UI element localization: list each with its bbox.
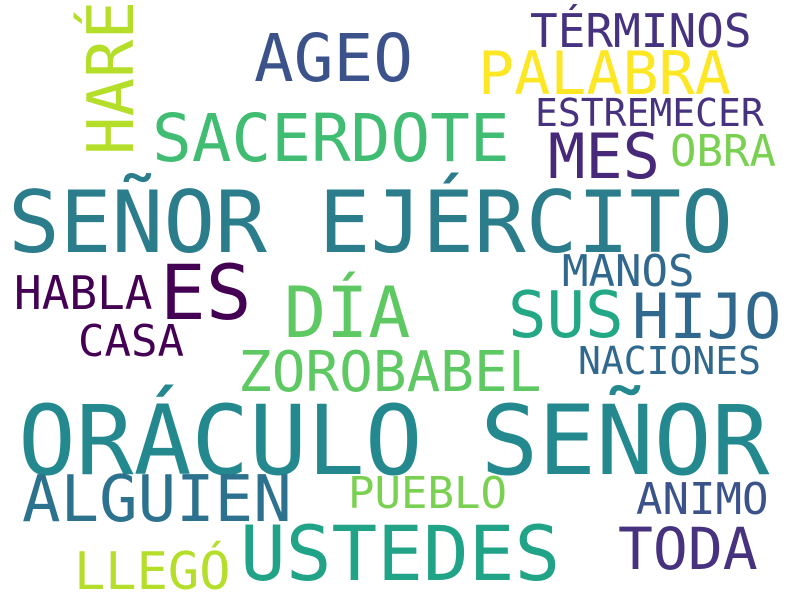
word-sus: SUS	[508, 279, 624, 353]
word-pueblo: PUEBLO	[348, 468, 507, 519]
word-ustedes: USTEDES	[240, 509, 561, 598]
word-toda: TODA	[618, 515, 758, 583]
word-senor-ejercito: SEÑOR EJÉRCITO	[8, 173, 733, 273]
word-llego: LLEGÓ	[74, 542, 231, 600]
word-naciones: NACIONES	[578, 339, 762, 383]
word-casa: CASA	[78, 316, 184, 367]
word-terminos: TÉRMINOS	[530, 4, 752, 58]
word-zorobabel: ZOROBABEL	[238, 340, 542, 405]
word-manos: MANOS	[562, 246, 695, 297]
word-hijo: HIJO	[632, 280, 782, 353]
word-ageo: AGEO	[254, 20, 413, 97]
word-es: ES	[160, 248, 252, 337]
word-dia: DÍA	[284, 272, 411, 354]
word-estremecer: ESTREMECER	[535, 91, 764, 135]
word-alguien: ALGUIEN	[22, 463, 292, 537]
word-obra: OBRA	[670, 126, 776, 177]
word-animo: ANIMO	[636, 474, 769, 525]
word-sacerdote: SACERDOTE	[152, 100, 510, 177]
word-mes: MES	[548, 120, 660, 193]
word-palabra: PALABRA	[478, 39, 731, 109]
word-habla: HABLA	[14, 266, 153, 320]
word-oraculo-senor: ORÁCULO SEÑOR	[18, 385, 770, 497]
word-hare: HARÉ	[75, 0, 149, 155]
